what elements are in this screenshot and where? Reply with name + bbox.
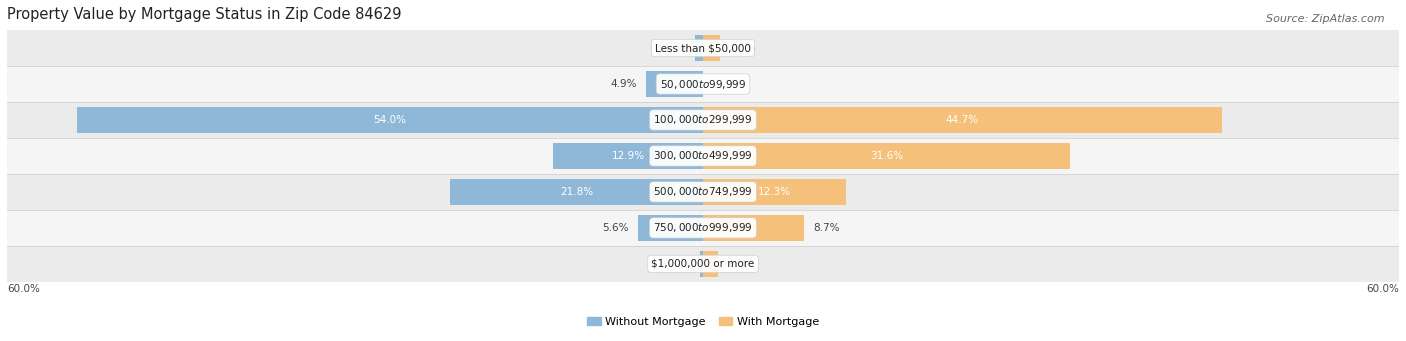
Bar [638,215,703,241]
Bar [703,107,1222,133]
Text: 0.22%: 0.22% [658,259,692,269]
Text: 60.0%: 60.0% [7,284,39,294]
Text: $300,000 to $499,999: $300,000 to $499,999 [654,149,752,162]
Text: 5.6%: 5.6% [602,223,628,233]
Bar [7,66,1399,102]
Bar [554,143,703,169]
Text: Source: ZipAtlas.com: Source: ZipAtlas.com [1267,14,1385,24]
Bar [703,143,1070,169]
Text: 12.9%: 12.9% [612,151,645,161]
Text: $50,000 to $99,999: $50,000 to $99,999 [659,77,747,90]
Bar [695,35,703,61]
Bar [76,107,703,133]
Bar [7,102,1399,138]
Bar [7,138,1399,174]
Text: 1.5%: 1.5% [730,43,756,53]
Bar [7,210,1399,246]
Text: 0.67%: 0.67% [652,43,686,53]
Text: 60.0%: 60.0% [1367,284,1399,294]
Text: $750,000 to $999,999: $750,000 to $999,999 [654,221,752,234]
Bar [703,251,718,277]
Text: 1.3%: 1.3% [727,259,754,269]
Text: 44.7%: 44.7% [946,115,979,125]
Text: $1,000,000 or more: $1,000,000 or more [651,259,755,269]
Legend: Without Mortgage, With Mortgage: Without Mortgage, With Mortgage [582,313,824,332]
Bar [703,179,845,205]
Bar [703,35,720,61]
Bar [7,30,1399,66]
Text: 12.3%: 12.3% [758,187,792,197]
Bar [647,71,703,97]
Text: 31.6%: 31.6% [870,151,903,161]
Bar [7,246,1399,282]
Text: 54.0%: 54.0% [373,115,406,125]
Bar [7,174,1399,210]
Text: 21.8%: 21.8% [560,187,593,197]
Bar [700,251,703,277]
Text: 4.9%: 4.9% [610,79,637,89]
Text: $500,000 to $749,999: $500,000 to $749,999 [654,186,752,198]
Text: 8.7%: 8.7% [813,223,839,233]
Text: Property Value by Mortgage Status in Zip Code 84629: Property Value by Mortgage Status in Zip… [7,7,402,22]
Bar [703,215,804,241]
Bar [450,179,703,205]
Text: Less than $50,000: Less than $50,000 [655,43,751,53]
Text: $100,000 to $299,999: $100,000 to $299,999 [654,114,752,127]
